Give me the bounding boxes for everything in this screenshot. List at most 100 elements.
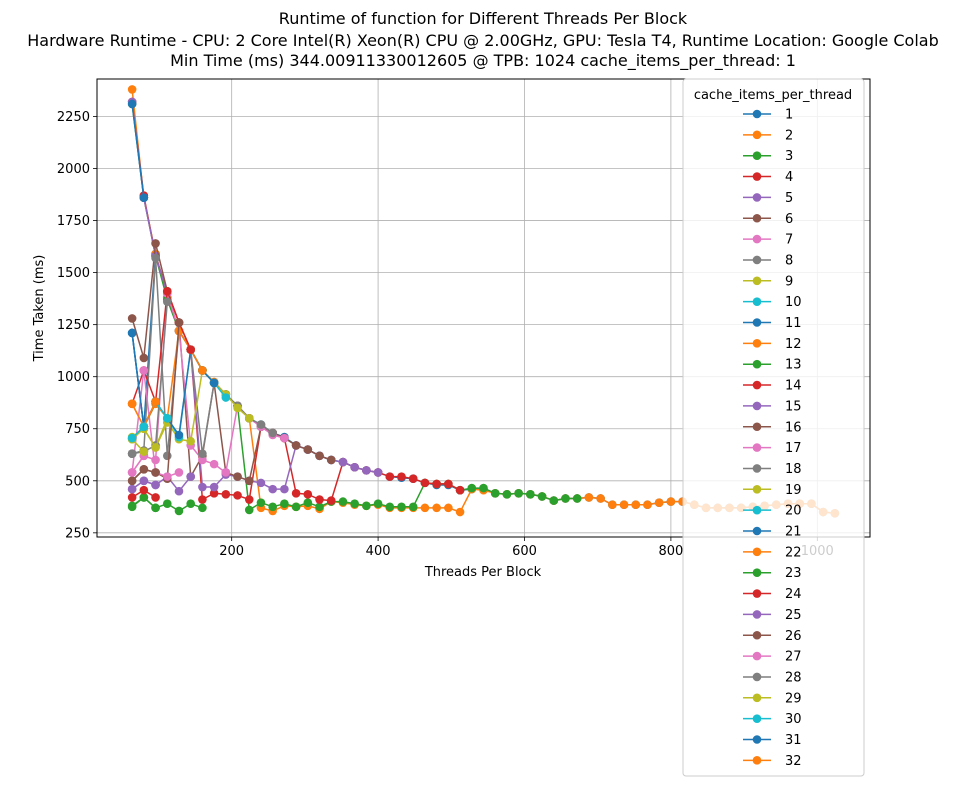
data-point (315, 451, 324, 461)
data-point (397, 472, 406, 481)
legend-marker (752, 443, 762, 452)
legend-entry-24: 24 (743, 587, 802, 602)
y-tick-label: 750 (65, 422, 90, 437)
data-point (479, 483, 488, 493)
legend-entry-7: 7 (743, 233, 793, 248)
legend-marker (752, 339, 762, 348)
legend-marker (752, 547, 762, 557)
legend-marker (752, 213, 762, 223)
legend-entry-32: 32 (743, 754, 802, 769)
y-tick-label: 500 (65, 474, 90, 489)
data-point (338, 497, 348, 506)
legend-marker (752, 526, 762, 536)
data-point (584, 493, 594, 502)
legend-entry-6: 6 (743, 212, 793, 227)
data-point (139, 353, 149, 363)
legend-label: 14 (785, 379, 802, 394)
data-point (174, 318, 184, 327)
data-point (162, 472, 172, 481)
legend-marker (752, 651, 762, 661)
legend-marker (752, 672, 762, 682)
legend-marker (752, 505, 762, 515)
data-point (198, 449, 207, 459)
x-axis-label: Threads Per Block (424, 565, 542, 580)
legend-marker (752, 735, 762, 744)
legend-marker (752, 193, 762, 202)
series-line (131, 257, 274, 457)
data-point (268, 484, 277, 494)
legend-entry-1: 1 (743, 108, 793, 123)
legend-entry-12: 12 (743, 337, 802, 352)
legend-entry-23: 23 (743, 566, 802, 581)
data-point (139, 476, 149, 486)
legend-entry-2: 2 (743, 128, 793, 143)
data-point (127, 468, 137, 477)
data-point (549, 496, 559, 505)
data-point (174, 430, 184, 440)
data-point (373, 468, 383, 477)
legend-label: 28 (785, 670, 802, 685)
data-point (408, 474, 418, 484)
legend-marker (752, 485, 762, 494)
legend-label: 2 (785, 128, 793, 143)
data-point (139, 465, 149, 474)
data-point (326, 496, 336, 505)
data-point (256, 420, 266, 429)
legend-marker (752, 589, 762, 598)
data-point (561, 494, 570, 503)
legend-marker (752, 255, 762, 265)
data-point (151, 480, 160, 490)
data-point (303, 490, 313, 499)
data-point (127, 493, 137, 502)
legend-label: 8 (785, 253, 793, 268)
legend-label: 1 (785, 108, 793, 123)
data-point (139, 493, 149, 502)
data-point (514, 488, 523, 498)
data-point (139, 193, 149, 202)
data-point (362, 501, 371, 511)
legend-label: 18 (785, 462, 802, 477)
data-point (385, 472, 395, 481)
data-point (373, 499, 383, 508)
data-point (537, 492, 547, 501)
data-point (151, 455, 160, 465)
chart-title-line-1: Runtime of function for Different Thread… (279, 9, 688, 28)
legend-marker (752, 693, 762, 703)
legend-label: 31 (785, 733, 802, 748)
legend-label: 26 (785, 629, 802, 644)
data-point (209, 459, 219, 469)
data-point (256, 478, 266, 488)
data-point (502, 490, 512, 499)
data-point (162, 451, 172, 461)
legend-marker (752, 359, 762, 369)
data-point (209, 482, 219, 492)
data-point (596, 494, 605, 503)
legend-entry-30: 30 (743, 712, 802, 727)
series-32 (127, 399, 137, 409)
y-tick-label: 1250 (57, 318, 90, 333)
data-point (526, 490, 535, 499)
series-line (131, 290, 192, 405)
legend-marker (752, 109, 762, 119)
data-point (151, 493, 160, 502)
legend-label: 16 (785, 420, 802, 435)
legend-label: 19 (785, 483, 802, 498)
data-point (127, 328, 137, 338)
data-point (139, 485, 149, 495)
data-point (151, 468, 160, 477)
legend-label: 11 (785, 316, 802, 331)
legend-label: 23 (785, 566, 802, 581)
data-point (221, 393, 231, 402)
legend-marker (752, 297, 762, 306)
data-point (444, 503, 453, 513)
legend-entry-19: 19 (743, 483, 802, 498)
legend-label: 4 (785, 170, 793, 185)
legend-label: 10 (785, 295, 802, 310)
legend-marker (752, 401, 762, 411)
legend-marker (752, 422, 762, 432)
data-point (151, 503, 160, 513)
legend-entry-18: 18 (743, 462, 802, 477)
legend-entry-14: 14 (743, 379, 802, 394)
series-line (131, 103, 145, 198)
data-point (643, 500, 652, 510)
